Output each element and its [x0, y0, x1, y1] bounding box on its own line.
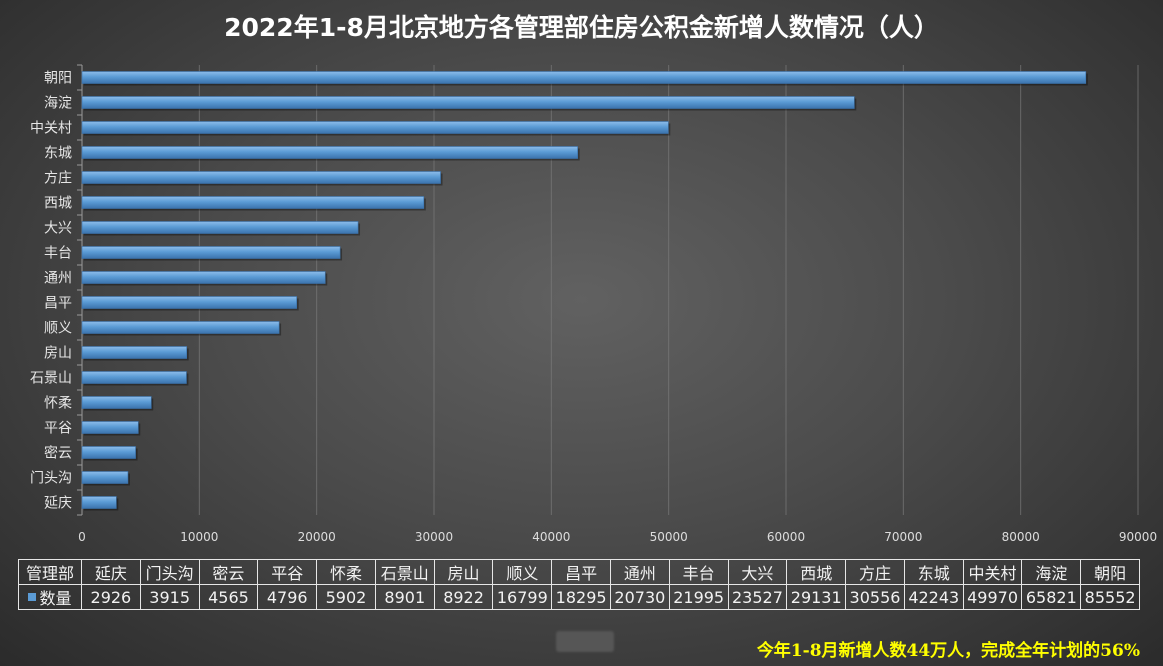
x-tick-label: 30000	[415, 530, 453, 544]
category-label: 大兴	[44, 221, 72, 237]
table-category-cell: 方庄	[846, 560, 905, 585]
table-series-label: 数量	[19, 585, 82, 610]
table-category-cell: 密云	[199, 560, 259, 585]
table-value-cell: 16799	[493, 585, 553, 610]
table-value-cell: 8922	[434, 585, 494, 610]
table-value-cell: 49970	[963, 585, 1023, 610]
table-value-cell: 4796	[258, 585, 318, 610]
table-category-cell: 东城	[904, 560, 964, 585]
bar	[81, 71, 1087, 84]
category-label: 东城	[44, 146, 72, 162]
category-label: 密云	[44, 445, 72, 462]
table-value-cell: 85552	[1081, 585, 1140, 610]
bar	[81, 146, 578, 159]
bar	[81, 221, 359, 234]
category-label: 昌平	[44, 296, 72, 312]
category-label: 石景山	[30, 371, 72, 387]
bar	[81, 446, 136, 459]
table-category-cell: 海淀	[1022, 560, 1082, 585]
table-value-cell: 42243	[904, 585, 964, 610]
table-category-cell: 丰台	[669, 560, 729, 585]
bar	[81, 96, 855, 109]
table-category-cell: 延庆	[82, 560, 141, 585]
bar	[81, 471, 129, 484]
bar	[81, 396, 152, 409]
x-tick-label: 0	[78, 530, 86, 544]
table-value-cell: 5902	[317, 585, 376, 610]
bar	[81, 496, 117, 509]
label-layer: 0 10000 20000 30000 40000 50000 60000 70000 8000…	[30, 71, 1157, 545]
table-value-cell: 30556	[846, 585, 905, 610]
table-category-cell: 通州	[611, 560, 670, 585]
table-value-cell: 4565	[199, 585, 259, 610]
table-value-cell: 23527	[728, 585, 788, 610]
table-category-cell: 门头沟	[140, 560, 200, 585]
category-label: 门头沟	[30, 471, 72, 487]
table-value-cell: 3915	[140, 585, 200, 610]
footer-note: 今年1-8月新增人数44万人，完成全年计划的56%	[756, 641, 1140, 661]
bar	[81, 371, 187, 384]
category-label: 丰台	[44, 246, 72, 262]
x-tick-label: 10000	[180, 530, 218, 544]
category-label: 通州	[44, 271, 72, 287]
table-category-cell: 朝阳	[1081, 560, 1140, 585]
category-label: 朝阳	[44, 71, 72, 87]
table-value-cell: 21995	[669, 585, 729, 610]
table-category-cell: 石景山	[375, 560, 435, 585]
blurred-box	[556, 631, 614, 652]
bar	[81, 421, 139, 434]
bar	[81, 196, 425, 209]
data-table: 管理部 延庆 门头沟 密云 平谷 怀柔 石景山 房山 顺义 昌平 通州 丰台 大兴 西城 方庄 东城 中关村海…	[18, 559, 1140, 610]
table-category-cell: 平谷	[258, 560, 318, 585]
table-category-cell: 西城	[787, 560, 847, 585]
category-label: 怀柔	[44, 396, 72, 412]
x-tick-label: 70000	[884, 530, 922, 544]
x-tick-label: 80000	[1002, 530, 1040, 544]
category-label: 中关村	[30, 121, 72, 137]
table-category-cell: 昌平	[552, 560, 611, 585]
bar	[81, 321, 280, 334]
table-category-cell: 大兴	[728, 560, 788, 585]
chart-title: 2022年1-8月北京地方各管理部住房公积金新增人数情况（人）	[224, 13, 939, 42]
table-value-cell: 29131	[787, 585, 847, 610]
table-header-label: 管理部	[19, 560, 82, 585]
bar	[81, 271, 326, 284]
bar	[81, 171, 441, 184]
category-label: 顺义	[44, 321, 72, 337]
category-label: 延庆	[44, 496, 72, 512]
category-label: 房山	[44, 346, 72, 362]
bar	[81, 296, 297, 309]
table-category-cell: 中关村	[963, 560, 1023, 585]
table-category-cell: 房山	[434, 560, 494, 585]
category-label: 西城	[44, 196, 72, 212]
series-name: 数量	[39, 589, 72, 608]
table-value-cell: 65821	[1022, 585, 1082, 610]
bar-layer	[81, 71, 1088, 511]
table-category-cell: 怀柔	[317, 560, 376, 585]
table-value-cell: 8901	[375, 585, 435, 610]
grid-layer	[198, 65, 1139, 515]
x-tick-label: 90000	[1119, 530, 1157, 544]
x-tick-label: 60000	[767, 530, 805, 544]
x-tick-label: 40000	[532, 530, 570, 544]
table-value-cell: 2926	[82, 585, 141, 610]
table-category-cell: 顺义	[493, 560, 553, 585]
table-value-cell: 20730	[611, 585, 670, 610]
table-value-cell: 18295	[552, 585, 611, 610]
category-label: 方庄	[44, 170, 72, 187]
x-tick-label: 20000	[298, 530, 336, 544]
axis-layer	[77, 64, 83, 516]
bar	[81, 121, 669, 134]
x-tick-label: 50000	[650, 530, 688, 544]
bar	[81, 246, 341, 259]
category-label: 海淀	[44, 96, 72, 112]
category-label: 平谷	[44, 421, 72, 437]
legend-swatch-icon	[28, 593, 37, 601]
bar	[81, 346, 187, 359]
